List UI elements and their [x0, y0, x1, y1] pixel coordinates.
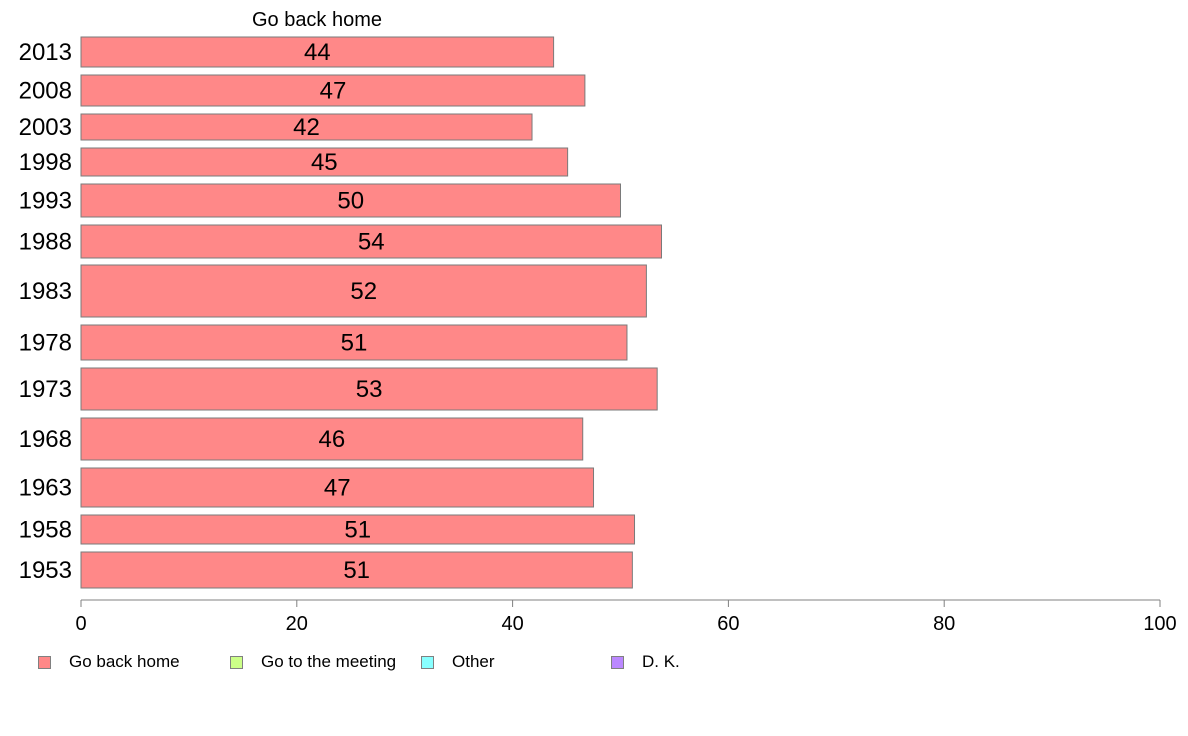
x-tick-label-60: 60 — [717, 613, 739, 635]
x-tick-label-20: 20 — [286, 613, 308, 635]
value-label-year-2013: 44 — [304, 39, 331, 66]
category-label-year-1968: 1968 — [19, 426, 72, 453]
category-label-year-1993: 1993 — [19, 188, 72, 215]
bar-year-2013 — [80, 36, 555, 68]
x-tick-label-40: 40 — [501, 613, 523, 635]
bars-group: 2013 44 2008 47 2003 42 1998 45 1993 50 1988 54 1983… — [19, 36, 663, 589]
value-label-year-1973: 53 — [356, 376, 383, 403]
bar-year-1983 — [80, 264, 647, 318]
bar-year-1958 — [80, 514, 636, 545]
legend-swatch-go-back-home — [38, 655, 51, 669]
legend-item-other: Other — [421, 652, 495, 672]
bar-year-1978 — [80, 324, 628, 361]
bar-year-1998 — [80, 147, 569, 177]
bar-year-1968 — [80, 417, 584, 461]
value-label-year-1993: 50 — [337, 188, 364, 215]
bar-year-1973 — [80, 367, 658, 411]
category-label-year-1953: 1953 — [19, 557, 72, 584]
category-label-year-2013: 2013 — [19, 39, 72, 66]
bar-year-2008 — [80, 74, 586, 107]
legend-label-dk: D. K. — [642, 652, 680, 671]
bar-year-1988 — [80, 224, 663, 259]
category-label-year-1963: 1963 — [19, 475, 72, 502]
category-label-year-1978: 1978 — [19, 330, 72, 357]
value-label-year-1988: 54 — [358, 229, 385, 256]
bar-chart: Go back home 2013 44 2008 47 2003 42 1998 45 199… — [19, 9, 1177, 635]
category-label-year-1973: 1973 — [19, 376, 72, 403]
value-label-year-2003: 42 — [293, 114, 320, 141]
legend-label-other: Other — [452, 652, 495, 671]
legend-item-dk: D. K. — [611, 652, 680, 672]
legend-item-go-back-home: Go back home — [38, 652, 180, 672]
value-label-year-2008: 47 — [320, 78, 347, 105]
value-label-year-1978: 51 — [341, 330, 368, 357]
value-label-year-1958: 51 — [344, 517, 371, 544]
category-label-year-1988: 1988 — [19, 229, 72, 256]
bar-year-1953 — [80, 551, 633, 589]
legend-label-go-to-the-meeting: Go to the meeting — [261, 652, 397, 671]
x-axis: 0 20 40 60 80 100 — [75, 599, 1177, 635]
legend-item-go-to-the-meeting: Go to the meeting — [230, 652, 396, 672]
column-header: Go back home — [252, 9, 382, 31]
value-label-year-1968: 46 — [319, 426, 346, 453]
x-tick-label-100: 100 — [1143, 613, 1176, 635]
value-label-year-1998: 45 — [311, 149, 338, 176]
value-label-year-1953: 51 — [343, 557, 370, 584]
category-label-year-1958: 1958 — [19, 517, 72, 544]
legend-swatch-other — [421, 655, 434, 669]
legend-swatch-go-to-the-meeting — [230, 655, 243, 669]
value-label-year-1963: 47 — [324, 475, 351, 502]
legend: Go back home Go to the meeting Other D. … — [38, 652, 738, 676]
category-label-year-1983: 1983 — [19, 278, 72, 305]
legend-swatch-dk — [611, 655, 624, 669]
bar-year-1993 — [80, 183, 621, 218]
value-label-year-1983: 52 — [350, 278, 377, 305]
bar-year-1963 — [80, 467, 595, 508]
x-tick-label-80: 80 — [933, 613, 955, 635]
x-tick-label-0: 0 — [75, 613, 86, 635]
category-label-year-2008: 2008 — [19, 78, 72, 105]
category-label-year-1998: 1998 — [19, 149, 72, 176]
category-label-year-2003: 2003 — [19, 114, 72, 141]
bar-year-2003 — [80, 113, 533, 141]
legend-label-go-back-home: Go back home — [69, 652, 180, 671]
